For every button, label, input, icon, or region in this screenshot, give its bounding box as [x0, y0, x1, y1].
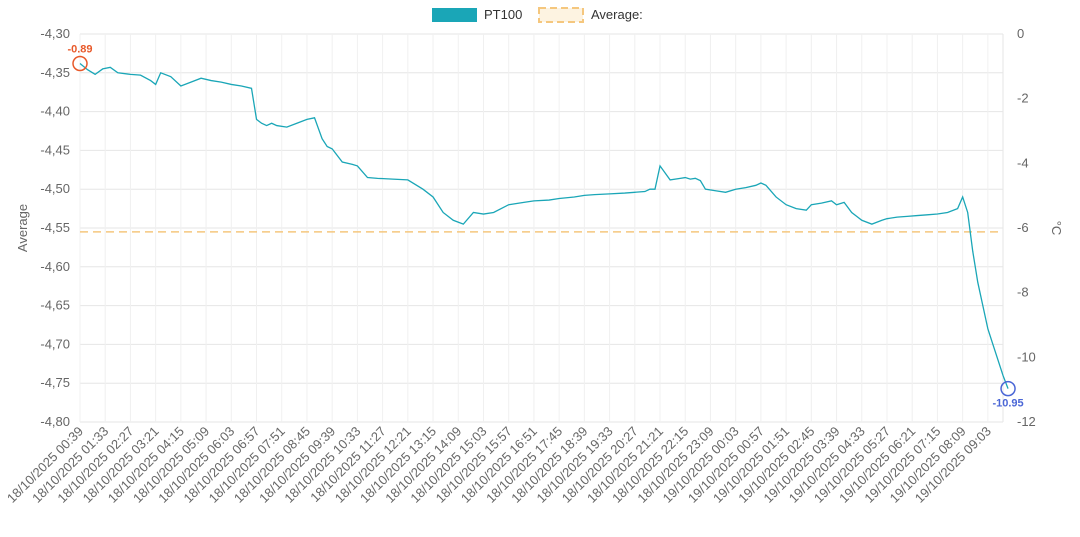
y-left-tick-label: -4,35	[40, 65, 70, 80]
legend-entry-pt100[interactable]: PT100	[432, 7, 522, 22]
legend-label-pt100: PT100	[484, 7, 522, 22]
legend-swatch-pt100	[432, 8, 477, 22]
y-right-tick-label: -12	[1017, 414, 1036, 429]
y-right-tick-label: -2	[1017, 91, 1029, 106]
y-axis-left-ticks: -4,30 -4,35 -4,40 -4,45 -4,50 -4,55 -4,60 -4,65…	[40, 26, 70, 429]
y-left-tick-label: -4,75	[40, 375, 70, 390]
y-right-tick-label: -4	[1017, 155, 1029, 170]
y-axis-right-title: °C	[1049, 221, 1064, 236]
y-axis-left-title: Average	[15, 204, 30, 252]
y-left-tick-label: -4,50	[40, 181, 70, 196]
legend-entry-average[interactable]: Average:	[538, 7, 643, 23]
y-left-tick-label: -4,65	[40, 298, 70, 313]
y-left-tick-label: -4,45	[40, 142, 70, 157]
legend-swatch-average	[538, 7, 584, 23]
marker-first-label: -0.89	[67, 43, 92, 55]
y-right-tick-label: 0	[1017, 26, 1024, 41]
y-left-tick-label: -4,60	[40, 259, 70, 274]
legend: PT100 Average:	[432, 7, 643, 23]
grid	[79, 33, 1004, 423]
marker-first-point[interactable]	[72, 55, 88, 72]
series-line-pt100	[79, 62, 1009, 389]
y-left-tick-label: -4,30	[40, 26, 70, 41]
y-right-tick-label: -8	[1017, 285, 1029, 300]
y-left-tick-label: -4,70	[40, 336, 70, 351]
y-left-tick-label: -4,80	[40, 414, 70, 429]
y-left-tick-label: -4,55	[40, 220, 70, 235]
marker-last-point[interactable]	[1000, 380, 1016, 397]
y-axis-right-ticks: 0 -2 -4 -6 -8 -10 -12	[1017, 26, 1036, 429]
marker-last-label: -10.95	[992, 398, 1023, 410]
legend-label-average: Average:	[591, 7, 643, 22]
y-right-tick-label: -6	[1017, 220, 1029, 235]
y-left-tick-label: -4,40	[40, 104, 70, 119]
y-right-tick-label: -10	[1017, 349, 1036, 364]
